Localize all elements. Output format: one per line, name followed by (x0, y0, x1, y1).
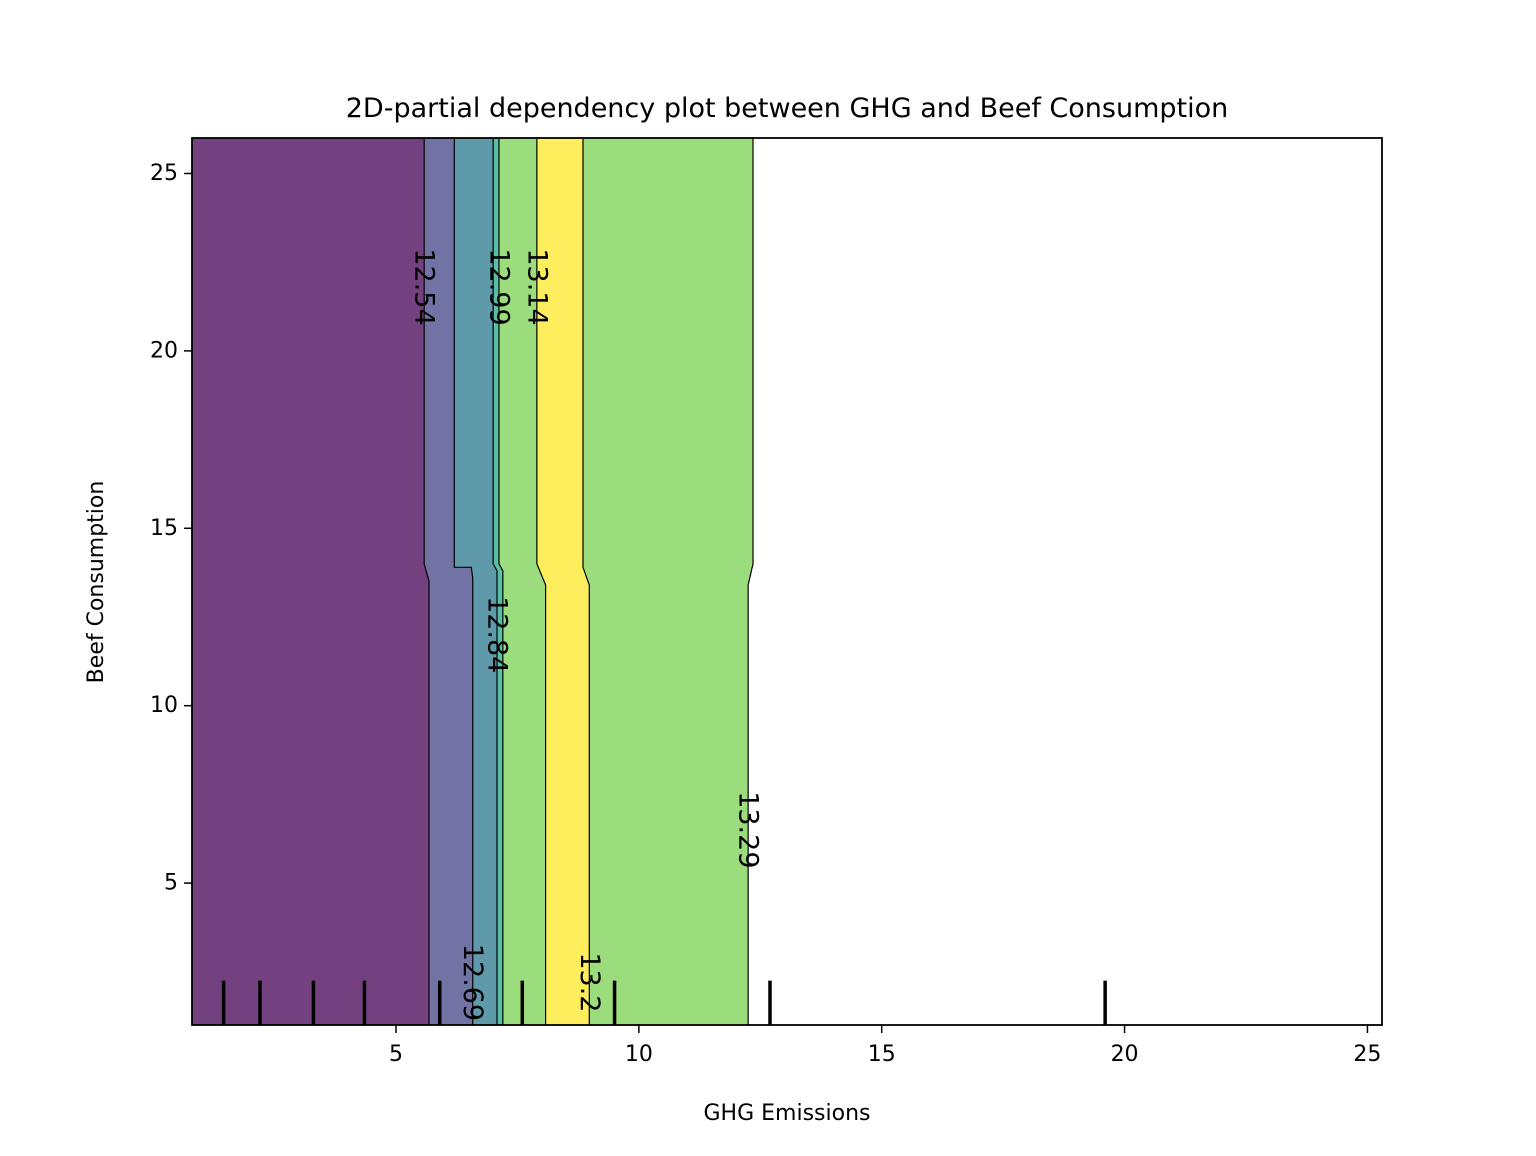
y-tick-label: 20 (150, 338, 178, 363)
contour-band (583, 138, 753, 1025)
plot-frame (191, 137, 1383, 1026)
contour-label: 13.29 (733, 791, 764, 868)
y-tick-label: 25 (150, 161, 178, 186)
x-tick-label: 20 (1111, 1042, 1139, 1067)
x-tick-label: 15 (868, 1042, 896, 1067)
contour-label: 13.14 (521, 248, 552, 325)
y-tick-label: 5 (164, 871, 178, 896)
y-axis-label: Beef Consumption (84, 481, 109, 684)
contour-line (582, 138, 590, 1025)
contour-label: 12.69 (457, 944, 488, 1021)
contour-label: 12.54 (409, 248, 440, 325)
contour-line (498, 138, 504, 1025)
chart-title: 2D-partial dependency plot between GHG a… (346, 93, 1229, 124)
contour-label: 12.99 (483, 248, 514, 325)
x-tick-label: 10 (625, 1042, 653, 1067)
x-axis-label: GHG Emissions (704, 1101, 871, 1126)
contour-band (424, 138, 473, 1025)
contour-band (192, 138, 430, 1025)
contour-line (747, 138, 754, 1025)
y-tick-label: 10 (150, 693, 178, 718)
contour-band (498, 138, 546, 1025)
plot-area: 12.54 12.99 13.14 12.84 13.29 12.69 13.2 5 10 15 2… (150, 137, 1383, 1067)
y-tick-label: 15 (150, 516, 178, 541)
contour-line (453, 138, 474, 1025)
x-tick-label: 5 (389, 1042, 403, 1067)
contour-band (454, 138, 498, 1025)
contour-line (423, 138, 430, 1025)
contour-line (536, 138, 547, 1025)
contour-band (536, 138, 590, 1025)
contour-band (493, 138, 503, 1025)
contour-line (492, 138, 498, 1025)
contour-label: 12.84 (482, 596, 513, 673)
contour-label: 13.2 (574, 952, 605, 1012)
x-tick-label: 25 (1353, 1042, 1381, 1067)
